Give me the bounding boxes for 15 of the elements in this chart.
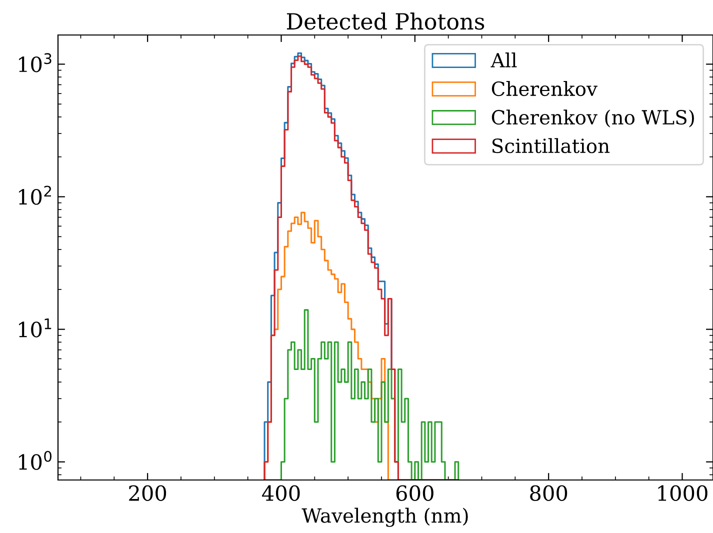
y-tick-label: 10$^{3}$ [19,53,52,72]
x-tick-label: 600 [396,485,434,501]
legend-label: Scintillation [492,138,610,154]
legend-label: Cherenkov [492,81,598,96]
x-tick-label: 200 [129,485,166,501]
x-tick-label: 1000 [658,485,708,501]
chart-title: Detected Photons [286,12,484,30]
y-tick-label: 10$^{0}$ [19,450,52,470]
legend-label: Cherenkov (no WLS) [492,110,694,128]
x-tick-label: 800 [530,485,568,501]
x-tick-label: 400 [262,485,300,501]
legend-label: All [490,52,517,68]
y-tick-label: 10$^{2}$ [19,186,51,205]
x-axis-title: Wavelength (nm) [302,508,468,527]
y-tick-label: 10$^{1}$ [19,318,52,338]
